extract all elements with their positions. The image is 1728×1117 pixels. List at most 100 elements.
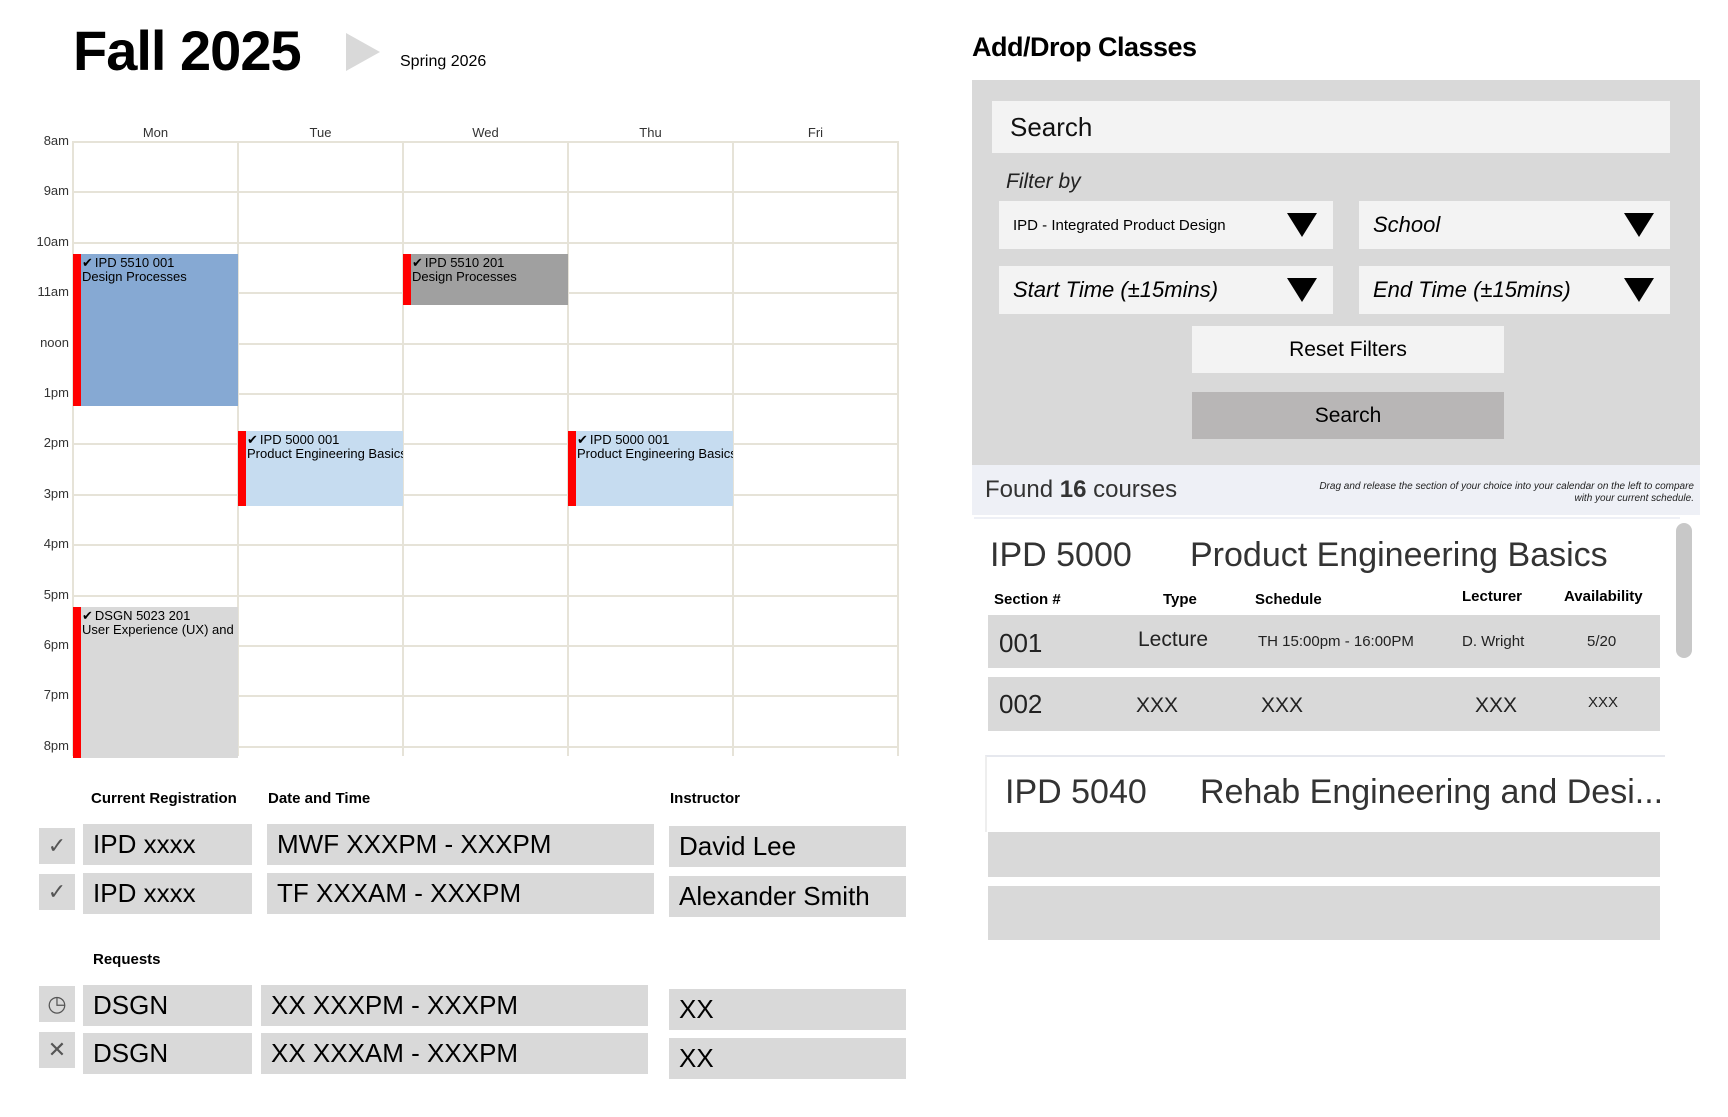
section-row[interactable] [988,677,1660,731]
section-availability: 5/20 [1587,633,1617,650]
hour-label: 3pm [43,485,69,501]
start-time-filter-dropdown[interactable]: Start Time (±15mins) [999,266,1333,314]
registration-datetime: MWF XXXPM - XXXPM [267,824,654,865]
registration-datetime: TF XXXAM - XXXPM [267,873,654,914]
day-label-thu: Thu [639,125,662,140]
grid-line [73,443,898,446]
section-lecturer: XXX [1475,694,1518,717]
day-label-mon: Mon [142,125,169,140]
filter-by-label: Filter by [1006,170,1081,193]
request-datetime: XX XXXPM - XXXPM [261,985,648,1026]
instructor-header: Instructor [670,790,741,807]
results-suffix: courses [1086,476,1178,503]
hour-label: 4pm [43,536,69,552]
grid-line [73,695,898,698]
grid-column-line [897,141,899,756]
course-card-ipd-5040[interactable] [985,755,1665,832]
results-prefix: Found [985,476,1060,503]
section-availability: XXX [1588,694,1619,711]
section-number: 001 [999,628,1043,658]
course-search-input[interactable] [992,101,1670,153]
current-registration-header: Current Registration [91,790,237,807]
course-title: Product Engineering Basics [1190,536,1608,574]
course-code: IPD 5040 [1005,773,1147,811]
declined-x-icon: ✕ [39,1032,75,1068]
program-filter-value: IPD - Integrated Product Design [1013,216,1226,234]
school-filter-value: School [1373,212,1441,237]
grid-line [73,141,898,143]
request-instructor: XX [669,989,906,1030]
event-course-title: Design Processes [82,269,187,285]
results-count-text: Found 16 courses [985,476,1177,504]
checkmark-icon: ✓ [39,828,75,864]
event-course-title: User Experience (UX) and [82,622,234,638]
registration-instructor: David Lee [669,826,906,867]
results-scrollbar[interactable] [1676,523,1692,658]
hour-label: noon [40,334,69,350]
results-bar [972,465,1700,515]
request-instructor: XX [669,1038,906,1079]
event-course-code: IPD 5000 001 [247,432,403,447]
dropdown-caret-icon [1287,213,1317,237]
section-row-placeholder[interactable] [988,832,1660,877]
event-course-title: Product Engineering Basics [577,445,733,461]
request-course[interactable]: DSGN [83,1033,252,1074]
grid-line [73,342,898,345]
course-title: Rehab Engineering and Desi... [1200,773,1664,811]
next-term-link[interactable]: Spring 2026 [400,53,487,70]
section-type: Lecture [1138,628,1209,651]
hour-label: 9am [43,183,69,199]
program-filter-dropdown[interactable]: IPD - Integrated Product Design [999,201,1333,249]
hour-label: 8am [43,133,69,148]
section-row[interactable] [988,615,1660,668]
grid-line [73,645,898,647]
grid-line [73,393,898,395]
grid-line [73,493,898,496]
hour-label: 2pm [43,435,69,451]
end-time-filter-dropdown[interactable]: End Time (±15mins) [1359,266,1670,314]
dropdown-caret-icon [1624,213,1654,237]
event-course-code: IPD 5000 001 [577,432,733,447]
section-lecturer: D. Wright [1462,633,1525,650]
results-count: 16 [1059,476,1087,503]
request-course[interactable]: DSGN [83,985,252,1026]
request-datetime: XX XXXAM - XXXPM [261,1033,648,1074]
reset-filters-button[interactable]: Reset Filters [1192,326,1504,373]
registration-course[interactable]: IPD xxxx [83,824,252,865]
col-section-header: Section # [994,591,1061,608]
event-course-title: Design Processes [412,269,517,285]
hour-label: 7pm [43,687,69,703]
end-time-filter-value: End Time (±15mins) [1373,277,1571,302]
event-course-title: Product Engineering Basics [247,445,403,461]
registration-instructor: Alexander Smith [669,876,906,917]
dropdown-caret-icon [1287,278,1317,302]
hour-label: 11am [37,284,69,300]
search-button[interactable]: Search [1192,392,1504,439]
grid-column-line [72,141,74,756]
hour-label: 8pm [43,737,69,753]
section-row-placeholder[interactable] [988,886,1660,940]
section-schedule: TH 15:00pm - 16:00PM [1258,633,1414,650]
requests-header: Requests [93,951,161,968]
dropdown-caret-icon [1624,278,1654,302]
day-label-tue: Tue [309,125,332,140]
checkmark-icon: ✓ [39,874,75,910]
grid-line [73,544,898,547]
grid-line [73,241,898,244]
grid-column-line [402,141,404,756]
col-type-header: Type [1163,591,1197,608]
registration-course[interactable]: IPD xxxx [83,873,252,914]
col-schedule-header: Schedule [1255,591,1322,608]
col-availability-header: Availability [1564,588,1643,605]
start-time-filter-value: Start Time (±15mins) [1013,277,1219,302]
section-schedule: XXX [1261,694,1304,717]
section-type: XXX [1136,694,1179,717]
next-term-arrow-icon[interactable] [346,33,380,71]
school-filter-dropdown[interactable]: School [1359,201,1670,249]
hour-label: 1pm [43,385,69,400]
